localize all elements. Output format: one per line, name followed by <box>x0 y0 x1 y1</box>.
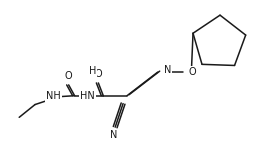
Text: H: H <box>89 66 96 76</box>
Text: HN: HN <box>80 91 95 101</box>
Text: N: N <box>164 65 171 75</box>
Text: NH: NH <box>46 91 61 101</box>
Text: O: O <box>95 69 102 79</box>
Text: N: N <box>111 130 118 140</box>
Text: O: O <box>188 67 196 77</box>
Text: O: O <box>65 71 73 81</box>
